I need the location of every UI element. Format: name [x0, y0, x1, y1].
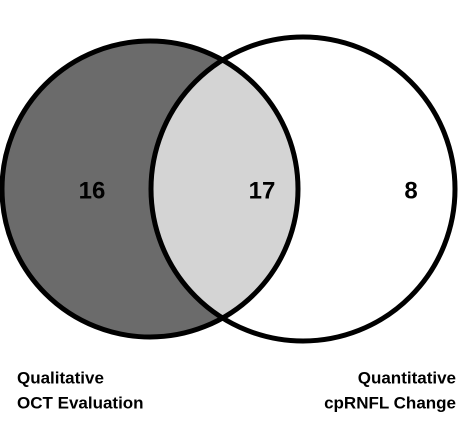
right-circle-outline	[148, 34, 458, 344]
left-set-label: Qualitative	[17, 368, 104, 387]
left-circle-outline	[0, 38, 301, 340]
intersection-count: 17	[249, 177, 276, 204]
right-set-label: Quantitative	[358, 368, 456, 387]
right-set-label: cpRNFL Change	[324, 393, 456, 412]
left-count: 16	[79, 177, 106, 204]
left-set-label: OCT Evaluation	[17, 393, 144, 412]
right-count: 8	[404, 177, 417, 204]
intersection-region	[151, 41, 298, 337]
